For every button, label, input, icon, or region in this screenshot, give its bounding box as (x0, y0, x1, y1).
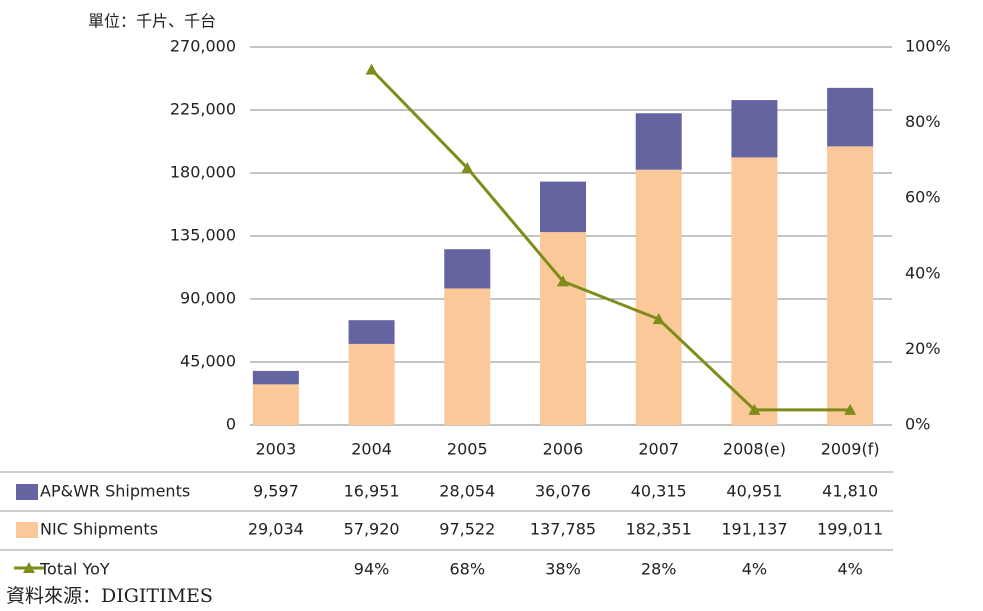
table-value: 28% (641, 560, 677, 579)
table-value: 4% (742, 560, 767, 579)
marker (557, 275, 569, 287)
marker (461, 161, 474, 173)
table-value: 68% (450, 560, 486, 579)
bar (348, 320, 395, 344)
y2-tick-label: 80% (905, 112, 941, 131)
table-value: 36,076 (535, 482, 591, 501)
table-value: 40,951 (726, 482, 782, 501)
table-value: 41,810 (822, 482, 878, 501)
table-value: 4% (837, 560, 862, 579)
x-tick-label: 2008(e) (723, 440, 786, 459)
table-value: 182,351 (626, 520, 692, 539)
marker (365, 63, 378, 75)
x-tick-label: 2005 (447, 440, 488, 459)
y-tick-label: 0 (226, 415, 236, 434)
source: 資料來源：DIGITIMES (6, 585, 213, 607)
table-value: 57,920 (344, 520, 400, 539)
bar (444, 249, 491, 289)
legend-label: NIC Shipments (40, 520, 158, 539)
marker (844, 403, 857, 415)
y2-tick-label: 100% (905, 37, 951, 56)
marker (652, 313, 665, 325)
marker (748, 403, 761, 415)
line (370, 68, 851, 412)
table-value: 16,951 (344, 482, 400, 501)
bar (348, 343, 395, 425)
y-tick-label: 180,000 (170, 163, 236, 182)
table-value: 38% (545, 560, 581, 579)
y2-tick-label: 20% (905, 339, 941, 358)
y2-tick-label: 0% (905, 415, 930, 434)
x-tick-label: 2003 (255, 440, 296, 459)
y-tick-label: 135,000 (170, 226, 236, 245)
legend-key (16, 484, 38, 500)
bar (827, 87, 874, 147)
y-tick-label: 225,000 (170, 100, 236, 119)
bar (731, 100, 778, 158)
table-value: 199,011 (817, 520, 883, 539)
y-tick-label: 270,000 (170, 37, 236, 56)
table-value: 40,315 (631, 482, 687, 501)
table-value: 28,054 (439, 482, 495, 501)
bar (635, 113, 682, 170)
table-value: 29,034 (248, 520, 304, 539)
bar (252, 370, 299, 385)
table-value: 9,597 (253, 482, 299, 501)
bar (731, 157, 778, 425)
bar (252, 384, 299, 425)
y-tick-label: 90,000 (180, 289, 236, 308)
table-value: 137,785 (530, 520, 596, 539)
x-tick-label: 2007 (638, 440, 679, 459)
unit-label: 單位：千片、千台 (88, 12, 216, 31)
bar (827, 146, 874, 426)
legend-label: Total YoY (39, 560, 110, 579)
table-value: 94% (354, 560, 390, 579)
table-value: 191,137 (721, 520, 787, 539)
x-tick-label: 2006 (543, 440, 584, 459)
bar (444, 288, 491, 425)
x-tick-label: 2004 (351, 440, 392, 459)
y2-tick-label: 60% (905, 188, 941, 207)
legend-key (23, 562, 35, 573)
bar (540, 181, 586, 233)
x-tick-label: 2009(f) (821, 440, 880, 459)
legend-label: AP&WR Shipments (40, 482, 190, 501)
y-tick-label: 45,000 (180, 352, 236, 371)
y2-tick-label: 40% (905, 263, 941, 282)
bar (635, 169, 682, 425)
legend-key (16, 522, 38, 538)
table-value: 97,522 (439, 520, 495, 539)
